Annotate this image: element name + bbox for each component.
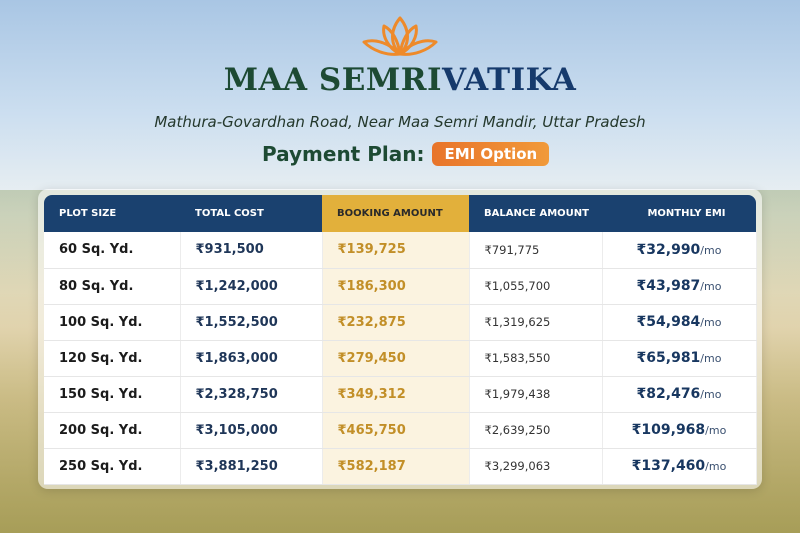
balance-amount-cell: ₹1,055,700 — [469, 268, 603, 305]
emi-option-badge: EMI Option — [432, 142, 550, 166]
table-row: 120 Sq. Yd. ₹1,863,000 ₹279,450 ₹1,583,550 ₹… — [44, 340, 757, 377]
booking-amount-cell: ₹186,300 — [322, 268, 470, 305]
table-row: 150 Sq. Yd. ₹2,328,750 ₹349,312 ₹1,979,438 ₹… — [44, 376, 757, 413]
balance-amount-cell: ₹1,319,625 — [469, 304, 603, 341]
total-cost-cell: ₹1,242,000 — [180, 268, 323, 305]
booking-amount-cell: ₹139,725 — [322, 232, 470, 269]
table-row: 60 Sq. Yd. ₹931,500 ₹139,725 ₹791,775 ₹32,99… — [44, 232, 757, 269]
payment-plan-heading: Payment Plan: EMI Option — [262, 142, 550, 166]
total-cost-cell: ₹931,500 — [180, 232, 323, 269]
monthly-emi-cell: ₹82,476/mo — [602, 376, 757, 413]
emi-suffix: /mo — [705, 460, 727, 473]
booking-amount-cell: ₹349,312 — [322, 376, 470, 413]
emi-suffix: /mo — [700, 388, 722, 401]
plot-size-cell: 200 Sq. Yd. — [44, 412, 181, 449]
emi-suffix: /mo — [700, 316, 722, 329]
lotus-icon — [362, 16, 438, 56]
emi-value: ₹137,460 — [631, 458, 706, 474]
booking-amount-cell: ₹232,875 — [322, 304, 470, 341]
plot-size-cell: 60 Sq. Yd. — [44, 232, 181, 269]
emi-value: ₹65,981 — [636, 350, 701, 366]
location-subtitle: Mathura-Govardhan Road, Near Maa Semri M… — [154, 113, 646, 131]
total-cost-cell: ₹2,328,750 — [180, 376, 323, 413]
monthly-emi-cell: ₹65,981/mo — [602, 340, 757, 377]
plot-size-cell: 150 Sq. Yd. — [44, 376, 181, 413]
total-cost-cell: ₹3,881,250 — [180, 448, 323, 485]
emi-value: ₹43,987 — [636, 278, 701, 294]
emi-suffix: /mo — [700, 280, 722, 293]
monthly-emi-cell: ₹43,987/mo — [602, 268, 757, 305]
monthly-emi-cell: ₹109,968/mo — [602, 412, 757, 449]
plot-size-cell: 120 Sq. Yd. — [44, 340, 181, 377]
emi-suffix: /mo — [700, 243, 722, 257]
emi-value: ₹109,968 — [631, 422, 706, 438]
header-monthly-emi: MONTHLY EMI — [602, 195, 756, 232]
brand-name-part2: VATIKA — [442, 62, 577, 98]
table-row: 200 Sq. Yd. ₹3,105,000 ₹465,750 ₹2,639,250 ₹… — [44, 412, 757, 449]
plot-size-cell: 100 Sq. Yd. — [44, 304, 181, 341]
balance-amount-cell: ₹1,979,438 — [469, 376, 603, 413]
plot-size-cell: 250 Sq. Yd. — [44, 448, 181, 485]
monthly-emi-cell: ₹32,990/mo — [602, 232, 757, 269]
emi-suffix: /mo — [700, 352, 722, 365]
emi-value: ₹82,476 — [636, 386, 701, 402]
header-total-cost: TOTAL COST — [180, 195, 322, 232]
booking-amount-cell: ₹279,450 — [322, 340, 470, 377]
total-cost-cell: ₹1,552,500 — [180, 304, 323, 341]
brand-title: MAA SEMRIVATIKA — [0, 62, 800, 98]
header-balance-amount: BALANCE AMOUNT — [469, 195, 602, 232]
booking-amount-cell: ₹582,187 — [322, 448, 470, 485]
balance-amount-cell: ₹2,639,250 — [469, 412, 603, 449]
table-row: 100 Sq. Yd. ₹1,552,500 ₹232,875 ₹1,319,625 ₹… — [44, 304, 757, 341]
total-cost-cell: ₹3,105,000 — [180, 412, 323, 449]
header-booking-amount: BOOKING AMOUNT — [322, 195, 469, 232]
table-header-row: PLOT SIZE TOTAL COST BOOKING AMOUNT BALA… — [44, 195, 756, 232]
header-plot-size: PLOT SIZE — [44, 195, 180, 232]
brand-name-part1: MAA SEMRI — [223, 62, 442, 98]
balance-amount-cell: ₹1,583,550 — [469, 340, 603, 377]
balance-amount-cell: ₹3,299,063 — [469, 448, 603, 485]
plot-size-cell: 80 Sq. Yd. — [44, 268, 181, 305]
total-cost-cell: ₹1,863,000 — [180, 340, 323, 377]
emi-value: ₹54,984 — [636, 314, 701, 330]
emi-table: PLOT SIZE TOTAL COST BOOKING AMOUNT BALA… — [44, 195, 757, 485]
payment-plan-label: Payment Plan: — [262, 142, 425, 166]
balance-amount-cell: ₹791,775 — [469, 232, 603, 269]
table-row: 250 Sq. Yd. ₹3,881,250 ₹582,187 ₹3,299,063 ₹… — [44, 448, 757, 485]
emi-value: ₹32,990 — [636, 241, 701, 258]
emi-suffix: /mo — [705, 424, 727, 437]
booking-amount-cell: ₹465,750 — [322, 412, 470, 449]
monthly-emi-cell: ₹54,984/mo — [602, 304, 757, 341]
table-row: 80 Sq. Yd. ₹1,242,000 ₹186,300 ₹1,055,700 ₹4… — [44, 268, 757, 305]
monthly-emi-cell: ₹137,460/mo — [602, 448, 757, 485]
